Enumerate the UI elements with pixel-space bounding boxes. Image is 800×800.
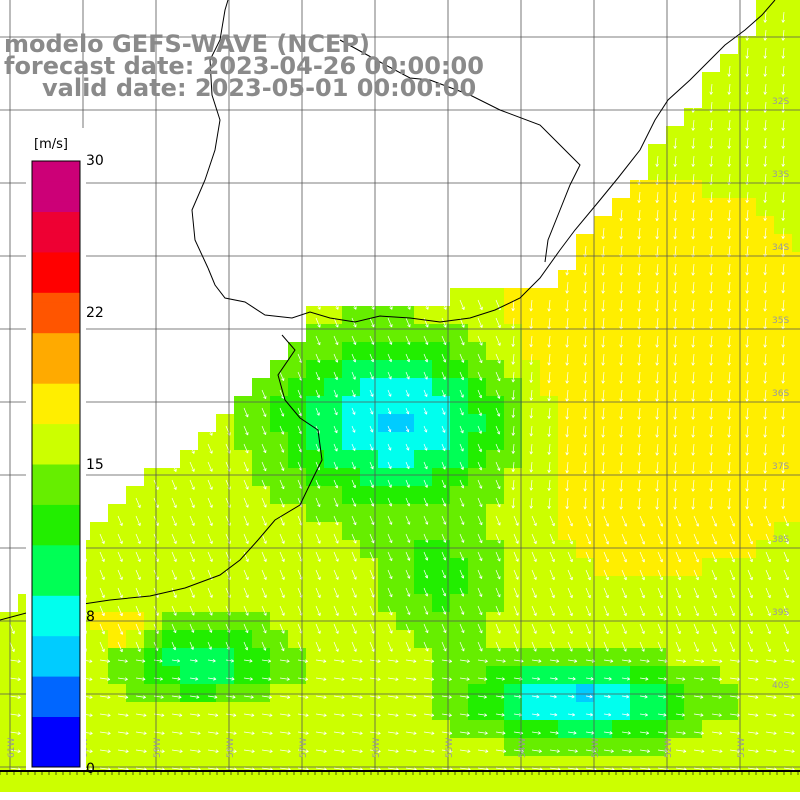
axis-labels: 32S33S34S35S36S37S38S39S40S61W60W59W58W5… — [7, 97, 789, 758]
latitude-label: 40S — [772, 681, 789, 691]
latitude-label: 35S — [772, 316, 789, 326]
longitude-label: 61W — [7, 738, 17, 758]
colorbar-tick-8: 8 — [86, 609, 95, 625]
latitude-label: 34S — [772, 243, 789, 253]
title-line-model: modelo GEFS-WAVE (NCEP) — [4, 30, 370, 58]
latitude-label: 33S — [772, 170, 789, 180]
longitude-label: 58W — [226, 738, 236, 758]
coastline — [0, 0, 776, 621]
colorbar-tick-0: 0 — [86, 761, 95, 777]
latitude-label: 38S — [772, 535, 789, 545]
longitude-label: 56W — [372, 738, 382, 758]
colorbar-gradient — [32, 161, 80, 768]
longitude-label: 53W — [591, 738, 601, 758]
title-line-forecast: forecast date: 2023-04-26 00:00:00 — [4, 52, 484, 80]
title-line-valid: valid date: 2023-05-01 00:00:00 — [42, 74, 476, 102]
latitude-label: 32S — [772, 97, 789, 107]
border-line-north — [339, 39, 431, 81]
latitude-label: 39S — [772, 608, 789, 618]
colorbar-border — [31, 160, 81, 768]
longitude-label: 52W — [664, 738, 674, 758]
longitude-label: 59W — [153, 738, 163, 758]
colorbar: [m/s] 30 22 15 8 0 — [26, 128, 104, 777]
title-block: modelo GEFS-WAVE (NCEP) forecast date: 2… — [4, 30, 484, 102]
border-line-brazil — [429, 79, 581, 263]
longitude-label: 51W — [737, 738, 747, 758]
colorbar-tick-22: 22 — [86, 305, 104, 321]
colorbar-unit: [m/s] — [34, 137, 68, 152]
latitude-label: 36S — [772, 389, 789, 399]
coastline-uruguay-brazil — [207, 0, 776, 323]
longitude-label: 57W — [299, 738, 309, 758]
unit-box — [26, 128, 86, 158]
colorbar-tick-30: 30 — [86, 153, 104, 169]
longitude-label: 54W — [518, 738, 528, 758]
border-line-uruguay — [191, 0, 229, 269]
coastline-argentina — [0, 334, 323, 621]
graticule — [0, 0, 800, 775]
latitude-label: 37S — [772, 462, 789, 472]
colorbar-tick-15: 15 — [86, 457, 104, 473]
longitude-label: 55W — [445, 738, 455, 758]
